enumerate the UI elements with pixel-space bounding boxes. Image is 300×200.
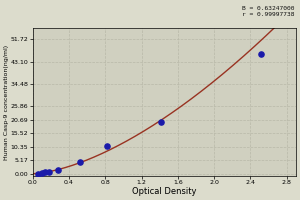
X-axis label: Optical Density: Optical Density bbox=[132, 187, 196, 196]
Point bbox=[105, 145, 110, 148]
Point bbox=[259, 53, 264, 56]
Point bbox=[77, 160, 82, 164]
Text: B = 0.63247000
r = 0.99997738: B = 0.63247000 r = 0.99997738 bbox=[242, 6, 294, 17]
Point bbox=[56, 168, 60, 171]
Point bbox=[43, 171, 48, 174]
Point bbox=[36, 172, 40, 175]
Y-axis label: Human Casp-9 concentration(ng/ml): Human Casp-9 concentration(ng/ml) bbox=[4, 45, 9, 160]
Point bbox=[39, 171, 44, 174]
Point bbox=[159, 120, 164, 123]
Point bbox=[46, 170, 51, 173]
